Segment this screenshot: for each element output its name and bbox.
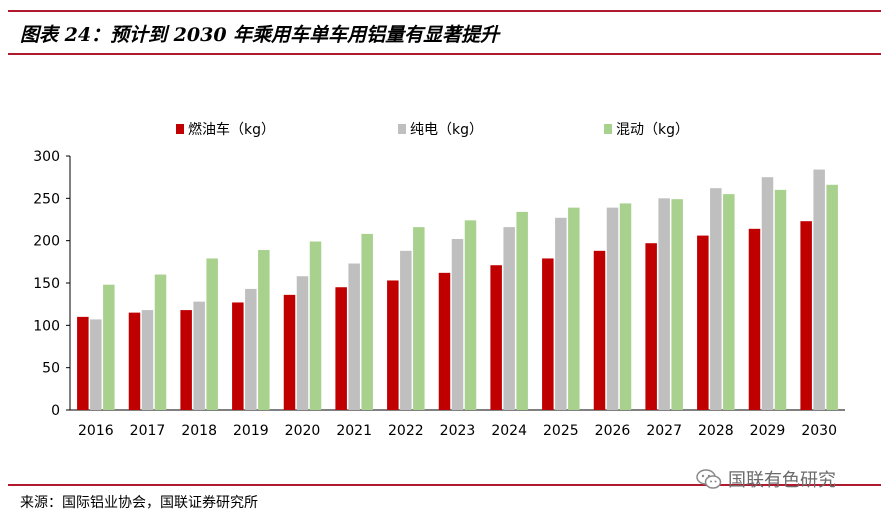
bar [90,319,102,410]
source-note: 来源：国际铝业协会，国联证券研究所 [20,495,258,511]
bar [103,284,115,410]
bar [387,280,399,410]
bar [723,194,735,410]
bar [568,207,580,410]
bar [464,220,477,410]
bar [748,228,761,410]
y-tick-label: 150 [33,276,60,292]
y-tick-label: 300 [33,149,60,165]
bar [245,288,257,410]
bar [232,302,244,410]
watermark: 国联有色研究 [696,466,836,492]
bar [335,287,347,410]
x-tick-label: 2023 [440,423,476,439]
x-tick-label: 2027 [646,423,682,439]
x-tick-label: 2018 [181,423,217,439]
bar [451,238,464,410]
x-tick-label: 2021 [336,423,372,439]
legend-swatch [604,124,612,134]
bar [671,199,683,410]
y-tick-label: 250 [33,191,60,207]
legend-label: 燃油车（kg） [188,121,275,138]
y-tick-label: 0 [51,403,60,419]
bar [258,249,270,410]
bar [658,198,670,410]
bar [542,258,554,410]
bar [154,274,167,410]
y-tick-label: 50 [42,361,60,377]
x-tick-label: 2016 [78,423,114,439]
bar [309,241,322,410]
top-rule [8,10,881,12]
wechat-icon [696,469,722,489]
y-tick-label: 100 [33,318,60,334]
bar-chart: 0 50 100 150 200 250 300 2016 2017 2018 2019 2020 20… [33,121,845,439]
bar [826,184,838,410]
x-tick-label: 2025 [543,423,579,439]
x-tick-label: 2019 [233,423,269,439]
legend-label: 混动（kg） [616,122,689,138]
bar [697,235,709,410]
x-tick-label: 2026 [595,423,631,439]
x-tick-label: 2020 [285,423,321,439]
bar [774,189,787,410]
x-tick-label: 2017 [130,423,166,439]
bar [400,250,412,410]
bar [645,243,657,410]
watermark-text: 国联有色研究 [728,470,836,491]
legend-swatch [398,124,406,134]
bar [503,227,515,410]
figure-title: 图表 24：预计到 2030 年乘用车单车用铝量有显著提升 [20,24,500,46]
bar [128,312,141,410]
bar [348,263,360,410]
legend-label: 纯电（kg） [410,122,483,138]
bar [361,233,373,410]
y-tick-label: 200 [33,234,60,250]
bar [283,294,296,410]
bar [619,203,632,410]
x-tick-label: 2030 [801,423,837,439]
bar [193,301,205,410]
legend-swatch [176,124,184,134]
bar [800,221,812,410]
title-rule [8,53,881,55]
bar [438,272,451,410]
bar [516,211,528,410]
bar [77,316,89,410]
bar [710,188,722,410]
bar [555,217,567,410]
x-tick-label: 2028 [698,423,734,439]
bar [206,258,218,410]
bar [761,177,774,410]
x-tick-label: 2029 [750,423,786,439]
bar [813,169,825,410]
x-tick-label: 2022 [388,423,424,439]
bar [141,310,154,410]
bar [413,227,425,410]
bar [490,265,502,410]
bar [606,207,619,410]
bar [296,276,309,410]
bar [593,250,606,410]
bar [180,310,192,410]
x-tick-label: 2024 [491,423,527,439]
bottom-rule [8,484,881,486]
